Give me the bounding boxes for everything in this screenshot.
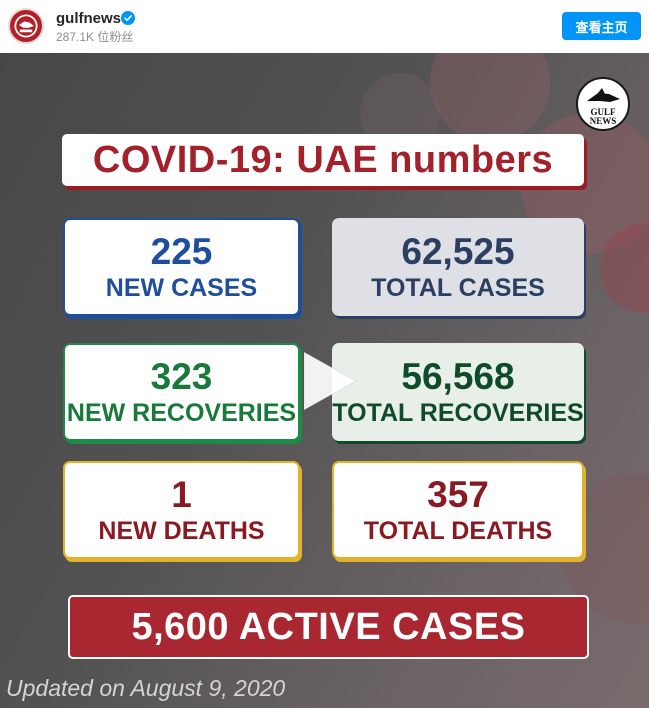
username[interactable]: gulfnews (56, 10, 122, 27)
stat-card-total-recoveries: 56,568 TOTAL RECOVERIES (332, 343, 584, 441)
stat-label: NEW CASES (105, 274, 258, 302)
stat-label: NEW RECOVERIES (66, 399, 297, 427)
stat-label: TOTAL DEATHS (363, 517, 553, 545)
stat-label: TOTAL CASES (371, 274, 545, 302)
verified-badge-icon (121, 11, 135, 25)
stat-value: 62,525 (401, 231, 515, 272)
gulf-news-logo: GULF NEWS (576, 77, 630, 131)
stat-value: 1 (171, 474, 192, 515)
stat-card-new-cases: 225 NEW CASES (63, 218, 300, 316)
background-bubble (430, 53, 550, 143)
stat-value: 56,568 (401, 356, 515, 397)
stat-label: NEW DEATHS (98, 517, 265, 545)
stat-value: 225 (150, 231, 213, 272)
active-cases-banner: 5,600 ACTIVE CASES (68, 595, 589, 659)
stat-card-new-recoveries: 323 NEW RECOVERIES (63, 343, 300, 441)
post-image[interactable]: GULF NEWS COVID-19: UAE numbers 225 NEW … (0, 53, 649, 708)
play-icon[interactable] (296, 349, 360, 413)
stat-card-total-deaths: 357 TOTAL DEATHS (332, 461, 584, 559)
stat-value: 323 (150, 356, 213, 397)
stat-label: TOTAL RECOVERIES (332, 399, 584, 427)
post-title: COVID-19: UAE numbers (92, 138, 554, 181)
title-banner: COVID-19: UAE numbers (62, 134, 584, 186)
profile-avatar[interactable] (8, 8, 44, 44)
post-header: gulfnews 287.1K 位粉丝 查看主页 (0, 0, 649, 53)
gulfnews-logo-icon (14, 14, 38, 38)
follower-count: 287.1K 位粉丝 (56, 30, 134, 44)
active-cases-text: 5,600 ACTIVE CASES (131, 605, 526, 648)
stat-card-new-deaths: 1 NEW DEATHS (63, 461, 300, 559)
updated-date: Updated on August 9, 2020 (6, 675, 286, 701)
bird-logo-icon (587, 88, 620, 102)
stat-value: 357 (427, 474, 489, 515)
view-profile-button[interactable]: 查看主页 (562, 12, 641, 40)
logo-text: GULF NEWS (589, 107, 617, 126)
stat-card-total-cases: 62,525 TOTAL CASES (332, 218, 584, 316)
